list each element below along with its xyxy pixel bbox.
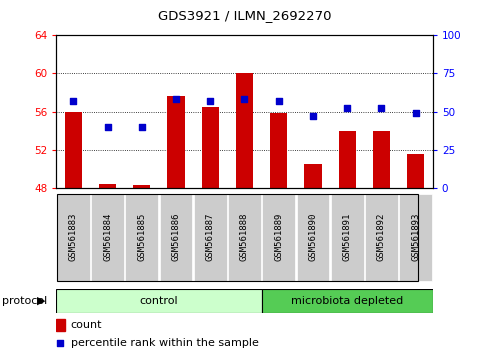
- FancyBboxPatch shape: [261, 289, 432, 313]
- Point: [411, 110, 419, 116]
- Text: GSM561883: GSM561883: [69, 213, 78, 261]
- Point: [172, 97, 180, 102]
- Text: GSM561890: GSM561890: [308, 213, 317, 261]
- FancyBboxPatch shape: [159, 194, 192, 281]
- Text: GSM561888: GSM561888: [240, 213, 248, 261]
- FancyBboxPatch shape: [262, 194, 295, 281]
- Text: count: count: [70, 320, 102, 330]
- Point: [240, 97, 248, 102]
- Bar: [304, 164, 321, 188]
- Text: GSM561893: GSM561893: [410, 213, 419, 261]
- FancyBboxPatch shape: [91, 194, 124, 281]
- Text: microbiota depleted: microbiota depleted: [290, 296, 403, 306]
- FancyBboxPatch shape: [125, 194, 158, 281]
- Bar: [372, 131, 389, 188]
- Text: GSM561884: GSM561884: [103, 213, 112, 261]
- Bar: [133, 185, 150, 188]
- Bar: [99, 184, 116, 188]
- Point: [308, 113, 316, 119]
- Point: [103, 124, 111, 130]
- Text: GSM561889: GSM561889: [274, 213, 283, 261]
- FancyBboxPatch shape: [296, 194, 329, 281]
- Text: GDS3921 / ILMN_2692270: GDS3921 / ILMN_2692270: [158, 9, 330, 22]
- Text: GSM561891: GSM561891: [342, 213, 351, 261]
- Bar: [64, 112, 81, 188]
- Point: [343, 105, 350, 111]
- FancyBboxPatch shape: [56, 289, 261, 313]
- FancyBboxPatch shape: [398, 194, 431, 281]
- FancyBboxPatch shape: [227, 194, 261, 281]
- Bar: [338, 131, 355, 188]
- Text: ▶: ▶: [37, 296, 46, 306]
- Point: [56, 340, 64, 346]
- Point: [138, 124, 145, 130]
- Bar: [235, 73, 253, 188]
- Bar: [406, 154, 423, 188]
- Point: [274, 98, 282, 104]
- Text: GSM561886: GSM561886: [171, 213, 180, 261]
- Text: GSM561887: GSM561887: [205, 213, 214, 261]
- Point: [377, 105, 385, 111]
- Bar: [167, 96, 184, 188]
- FancyBboxPatch shape: [364, 194, 397, 281]
- Bar: [56, 319, 64, 331]
- Text: percentile rank within the sample: percentile rank within the sample: [70, 338, 258, 348]
- Text: GSM561885: GSM561885: [137, 213, 146, 261]
- Bar: [201, 107, 218, 188]
- Bar: [269, 113, 286, 188]
- FancyBboxPatch shape: [57, 194, 90, 281]
- FancyBboxPatch shape: [330, 194, 363, 281]
- Text: control: control: [140, 296, 178, 306]
- Text: protocol: protocol: [2, 296, 48, 306]
- FancyBboxPatch shape: [193, 194, 226, 281]
- Point: [69, 98, 77, 104]
- Point: [206, 98, 214, 104]
- Text: GSM561892: GSM561892: [376, 213, 385, 261]
